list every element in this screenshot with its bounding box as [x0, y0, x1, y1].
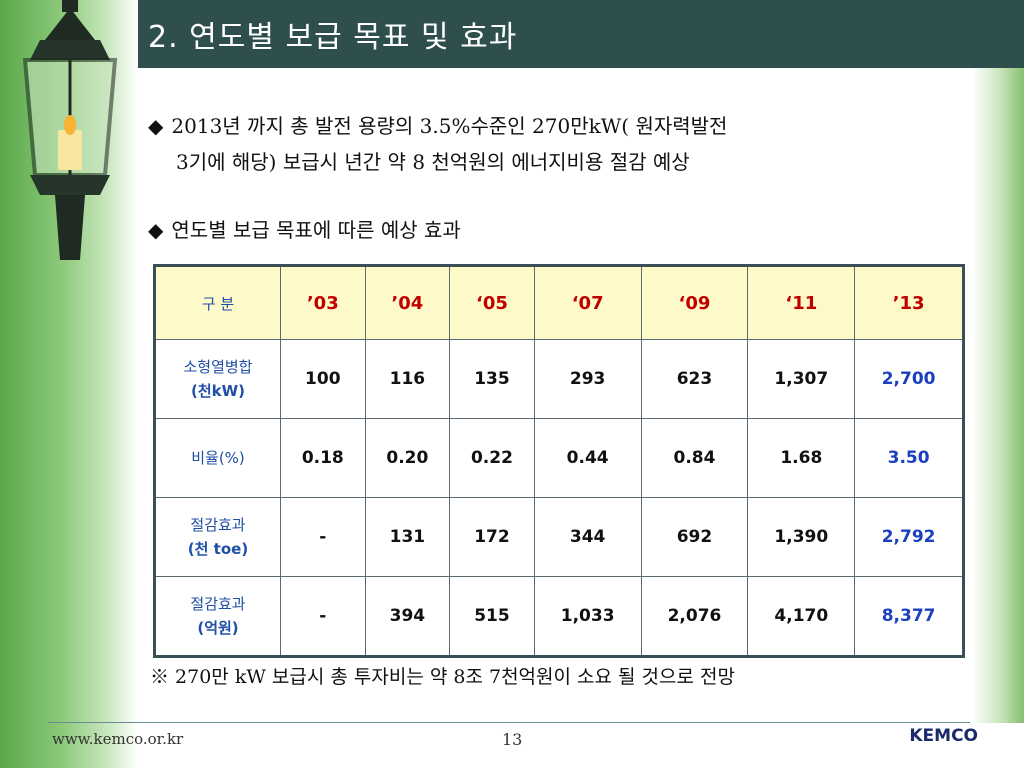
row-label: 절감효과 (억원) — [154, 576, 281, 657]
table-cell: 2,700 — [854, 339, 964, 419]
row-label-line2: (억원) — [197, 619, 239, 637]
row-label-line2: (천kW) — [190, 382, 246, 400]
row-label-line1: 절감효과 — [190, 516, 246, 534]
row-label: 소형열병합 (천kW) — [154, 339, 281, 419]
table-cell: - — [280, 497, 366, 577]
table-cell: 135 — [449, 339, 535, 419]
table-cell: 692 — [640, 497, 749, 577]
bullet-effects-text: 연도별 보급 목표에 따른 예상 효과 — [171, 218, 461, 242]
table-cell: 0.18 — [280, 418, 366, 498]
investment-note: ※ 270만 kW 보급시 총 투자비는 약 8조 7천억원이 소요 될 것으로… — [150, 666, 735, 688]
footer-url[interactable]: www.kemco.or.kr — [52, 730, 184, 748]
table-cell: 0.44 — [533, 418, 642, 498]
table-cell: 293 — [533, 339, 642, 419]
table-cell: 172 — [449, 497, 535, 577]
table-cell: 0.20 — [364, 418, 451, 498]
year-header: ‘07 — [533, 265, 642, 340]
table-cell: 116 — [364, 339, 451, 419]
table-header-label: 구 분 — [154, 265, 281, 340]
table-cell: 1,307 — [747, 339, 856, 419]
bullet-effects: ◆ 연도별 보급 목표에 따른 예상 효과 — [148, 212, 461, 248]
diamond-bullet-icon: ◆ — [148, 114, 164, 138]
page-title: 2. 연도별 보급 목표 및 효과 — [148, 20, 518, 55]
row-label: 비율(%) — [154, 418, 281, 498]
lamp-image — [22, 0, 118, 260]
row-label-line1: 절감효과 — [190, 595, 246, 613]
table-cell: 0.84 — [640, 418, 749, 498]
table-row: 소형열병합 (천kW) 100 116 135 293 623 1,307 2,7… — [154, 339, 964, 419]
row-label-line1: 소형열병합 — [183, 358, 253, 376]
page-number: 13 — [502, 730, 523, 749]
diamond-bullet-icon: ◆ — [148, 218, 164, 242]
table-cell: 0.22 — [449, 418, 535, 498]
table-header-row: 구 분 ’03 ’04 ‘05 ‘07 ‘09 ‘11 ’13 — [154, 265, 964, 340]
bullet-summary-line2: 3기에 해당) 보급시 년간 약 8 천억원의 에너지비용 절감 예상 — [176, 150, 690, 174]
row-label: 절감효과 (천 toe) — [154, 497, 281, 577]
effects-table: 구 분 ’03 ’04 ‘05 ‘07 ‘09 ‘11 ’13 소형열병합 (천k… — [153, 264, 965, 658]
year-header: ’03 — [280, 265, 366, 340]
table-cell: 2,076 — [640, 576, 749, 657]
row-label-line1: 비율(%) — [191, 449, 245, 467]
table-cell: 3.50 — [854, 418, 964, 498]
year-header: ’04 — [364, 265, 451, 340]
table-cell: - — [280, 576, 366, 657]
brand-logo: KEMCO — [909, 726, 978, 746]
year-header: ‘11 — [747, 265, 856, 340]
table-cell: 131 — [364, 497, 451, 577]
year-header: ‘09 — [640, 265, 749, 340]
table-cell: 4,170 — [747, 576, 856, 657]
table-cell: 1,390 — [747, 497, 856, 577]
table-cell: 623 — [640, 339, 749, 419]
table-cell: 515 — [449, 576, 535, 657]
table-cell: 344 — [533, 497, 642, 577]
right-decor-panel — [972, 68, 1024, 723]
year-header: ’13 — [854, 265, 964, 340]
table-cell: 1,033 — [533, 576, 642, 657]
bullet-summary-line1: 2013년 까지 총 발전 용량의 3.5%수준인 270만kW( 원자력발전 — [171, 114, 728, 138]
bullet-summary: ◆ 2013년 까지 총 발전 용량의 3.5%수준인 270만kW( 원자력발전… — [148, 108, 968, 180]
footer-divider — [48, 722, 970, 723]
table-cell: 8,377 — [854, 576, 964, 657]
table-row: 비율(%) 0.18 0.20 0.22 0.44 0.84 1.68 3.50 — [154, 418, 964, 498]
table-cell: 2,792 — [854, 497, 964, 577]
year-header: ‘05 — [449, 265, 535, 340]
table-cell: 1.68 — [747, 418, 856, 498]
row-label-line2: (천 toe) — [187, 540, 249, 558]
table-row: 절감효과 (천 toe) - 131 172 344 692 1,390 2,79… — [154, 497, 964, 577]
table-row: 절감효과 (억원) - 394 515 1,033 2,076 4,170 8,3… — [154, 576, 964, 657]
title-bar: 2. 연도별 보급 목표 및 효과 — [138, 0, 1024, 68]
table-cell: 100 — [280, 339, 366, 419]
table-cell: 394 — [364, 576, 451, 657]
